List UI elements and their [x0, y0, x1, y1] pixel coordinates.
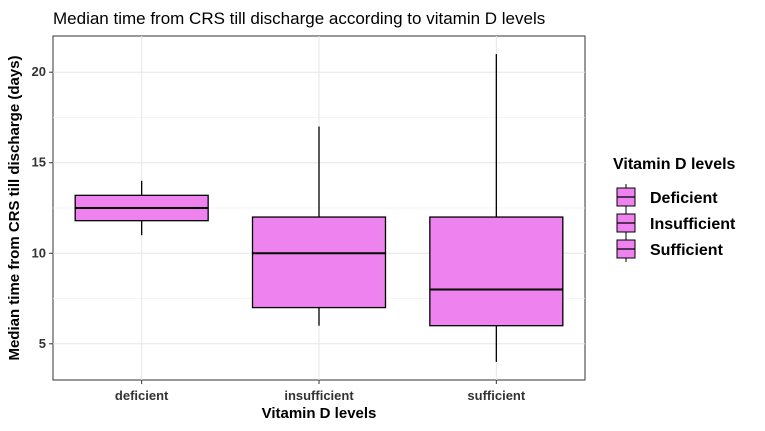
- box-sufficient: [429, 54, 564, 362]
- box-insufficient: [251, 126, 387, 326]
- legend-label: Deficient: [650, 190, 718, 207]
- y-tick-label: 15: [32, 155, 46, 170]
- box-layer: [74, 54, 564, 362]
- y-axis-title: Median time from CRS till discharge (day…: [6, 55, 23, 360]
- box-iqr: [251, 216, 387, 309]
- legend-label: Insufficient: [650, 216, 736, 233]
- x-tick-label: deficient: [115, 388, 169, 403]
- x-tick-label: insufficient: [284, 388, 354, 403]
- legend: Vitamin D levels Deficient Insufficient Su…: [613, 156, 736, 262]
- y-tick-label: 10: [32, 245, 46, 260]
- chart-title: Median time from CRS till discharge acco…: [53, 9, 545, 28]
- legend-item-deficient: Deficient: [616, 184, 718, 210]
- legend-item-insufficient: Insufficient: [616, 210, 736, 236]
- legend-label: Sufficient: [650, 242, 724, 259]
- legend-title: Vitamin D levels: [613, 156, 736, 173]
- x-tick-label: sufficient: [467, 388, 525, 403]
- y-tick-label: 20: [32, 64, 46, 79]
- legend-item-sufficient: Sufficient: [616, 236, 724, 262]
- x-axis-title: Vitamin D levels: [262, 405, 377, 422]
- axis-layer: 5 10 15 20 deficient insufficient sufficient: [32, 64, 526, 403]
- box-deficient: [74, 180, 209, 236]
- box-iqr: [429, 216, 564, 327]
- y-tick-label: 5: [39, 336, 46, 351]
